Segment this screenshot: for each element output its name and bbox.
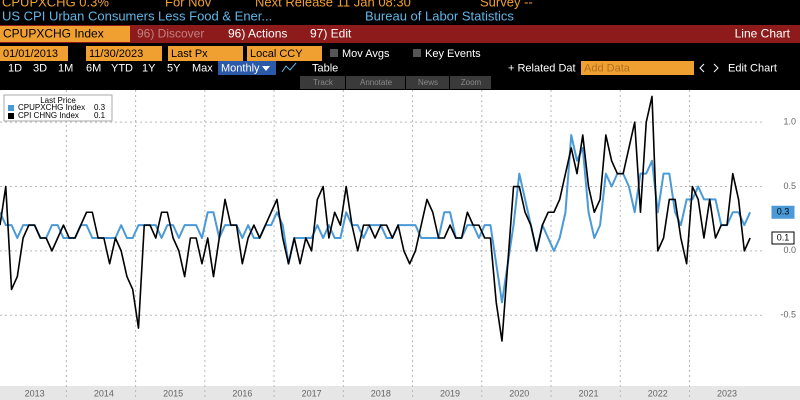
end-date[interactable]: 11/30/2023 bbox=[89, 48, 143, 60]
x-tick-label: 2023 bbox=[717, 388, 737, 398]
y-tick-label: 0.0 bbox=[783, 245, 796, 255]
range-button[interactable]: 5Y bbox=[167, 62, 181, 74]
range-button[interactable]: 1D bbox=[8, 62, 22, 74]
last-value-box bbox=[771, 231, 795, 245]
x-tick-label: 2020 bbox=[509, 388, 529, 398]
tool-button[interactable] bbox=[406, 76, 449, 89]
x-tick-label: 2013 bbox=[25, 388, 45, 398]
start-date-box[interactable] bbox=[0, 46, 68, 61]
legend-value: 0.1 bbox=[94, 111, 106, 120]
security[interactable]: CPUPXCHG Index bbox=[3, 27, 104, 41]
description: US CPI Urban Consumers Less Food & Ener.… bbox=[2, 8, 272, 23]
x-tick-label: 2015 bbox=[163, 388, 183, 398]
currency[interactable]: Local CCY bbox=[250, 48, 303, 60]
legend-name: CPI CHNG Index bbox=[18, 111, 79, 120]
series-line bbox=[0, 134, 752, 304]
currency-box[interactable] bbox=[247, 46, 322, 61]
x-axis-strip bbox=[0, 386, 800, 400]
last-value-box bbox=[771, 205, 795, 219]
series-line bbox=[0, 95, 751, 342]
table-button[interactable]: Table bbox=[312, 62, 338, 74]
legend-title: Last Price bbox=[40, 96, 76, 105]
period-select[interactable]: Monthly bbox=[221, 62, 260, 74]
tool-label[interactable]: Annotate bbox=[360, 78, 393, 87]
end-date-box[interactable] bbox=[86, 46, 162, 61]
range-button[interactable]: 3D bbox=[33, 62, 47, 74]
toolbar: Track Annotate News Zoom bbox=[300, 76, 491, 89]
period: For Nov bbox=[165, 0, 212, 9]
collapse-arrows[interactable] bbox=[699, 63, 705, 73]
y-tick-label: 1.0 bbox=[783, 117, 796, 127]
ticker: CPUPXCHG 0.3% bbox=[2, 0, 109, 9]
next-release: Next Release 11 Jan 08:30 bbox=[255, 0, 411, 9]
edit-chart[interactable]: Edit Chart bbox=[728, 62, 777, 74]
plot: 1.0 0.5 0.0 -0.5 2013 2014 2015 2016 2017 2018 201… bbox=[0, 90, 796, 400]
legend-swatch bbox=[8, 105, 14, 111]
y-tick-label: -0.5 bbox=[780, 310, 796, 320]
field[interactable]: Last Px bbox=[171, 48, 208, 60]
dropdown-arrow bbox=[262, 66, 270, 71]
y-tick-label: 0.5 bbox=[783, 181, 796, 191]
range-button[interactable]: 1Y bbox=[142, 62, 156, 74]
start-date[interactable]: 01/01/2013 bbox=[3, 48, 58, 60]
chart-type[interactable]: Line Chart bbox=[735, 27, 791, 41]
last-value-label: 0.3 bbox=[777, 207, 790, 217]
period-select-box[interactable] bbox=[218, 61, 276, 75]
key-events-checkbox[interactable] bbox=[413, 49, 421, 57]
security-box[interactable] bbox=[0, 26, 130, 42]
x-tick-label: 2014 bbox=[94, 388, 114, 398]
range-button[interactable]: 6M bbox=[86, 62, 101, 74]
legend bbox=[3, 94, 113, 122]
x-tick-label: 2016 bbox=[232, 388, 252, 398]
last-value-label: 0.1 bbox=[777, 232, 790, 242]
range-button[interactable]: Max bbox=[192, 62, 213, 74]
mov-avgs-checkbox[interactable] bbox=[330, 49, 338, 57]
legend-name: CPUPXCHG Index bbox=[18, 103, 85, 112]
plot-area bbox=[0, 90, 800, 386]
tool-label[interactable]: Zoom bbox=[461, 78, 482, 87]
discover-menu[interactable]: 96) Discover bbox=[137, 27, 204, 41]
tool-button[interactable] bbox=[346, 76, 405, 89]
expand-arrow[interactable] bbox=[713, 63, 719, 73]
x-tick-label: 2021 bbox=[579, 388, 599, 398]
tool-button[interactable] bbox=[300, 76, 345, 89]
related-data[interactable]: + Related Dat bbox=[508, 62, 576, 74]
chart-icon[interactable] bbox=[281, 62, 297, 73]
add-data-box[interactable] bbox=[581, 61, 694, 75]
actions-menu[interactable]: 96) Actions bbox=[228, 27, 287, 41]
legend-entries: CPUPXCHG Index 0.3 CPI CHNG Index 0.1 bbox=[8, 103, 106, 120]
range-buttons: 1D 3D 1M 6M YTD 1Y 5Y Max bbox=[8, 62, 213, 74]
tool-label[interactable]: News bbox=[418, 78, 438, 87]
tool-label[interactable]: Track bbox=[313, 78, 334, 87]
tool-button[interactable] bbox=[450, 76, 491, 89]
mov-avgs[interactable]: Mov Avgs bbox=[342, 48, 390, 60]
key-events[interactable]: Key Events bbox=[425, 48, 481, 60]
menu-bar bbox=[0, 25, 800, 43]
range-button[interactable]: 1M bbox=[58, 62, 73, 74]
legend-value: 0.3 bbox=[94, 103, 106, 112]
field-box[interactable] bbox=[168, 46, 243, 61]
x-tick-label: 2017 bbox=[302, 388, 322, 398]
add-data[interactable]: Add Data bbox=[584, 62, 631, 74]
x-tick-label: 2019 bbox=[440, 388, 460, 398]
source: Bureau of Labor Statistics bbox=[365, 8, 514, 23]
edit-menu[interactable]: 97) Edit bbox=[310, 27, 352, 41]
legend-swatch bbox=[8, 113, 14, 119]
x-tick-label: 2022 bbox=[648, 388, 668, 398]
x-tick-label: 2018 bbox=[371, 388, 391, 398]
range-button[interactable]: YTD bbox=[111, 62, 133, 74]
survey: Survey -- bbox=[480, 0, 533, 9]
